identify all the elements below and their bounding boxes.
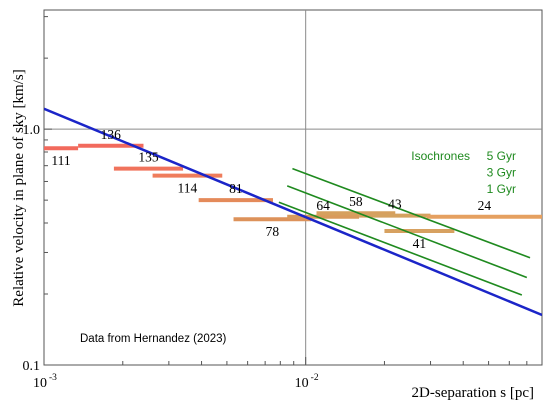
data-label: 64 <box>316 198 330 213</box>
isochrone-line <box>278 201 523 296</box>
data-segments <box>44 143 542 233</box>
y-axis-label: Relative velocity in plane of sky [km/s] <box>11 69 27 306</box>
data-label: 111 <box>51 153 70 168</box>
data-label: 24 <box>478 198 492 213</box>
legend-entry: 1 Gyr <box>487 182 516 196</box>
model-line <box>44 107 542 317</box>
isochrone-line <box>292 167 531 259</box>
legend-entry: 5 Gyr <box>487 149 516 163</box>
x-tick-label: 10 <box>33 376 47 391</box>
model-lines <box>44 107 542 317</box>
data-label: 58 <box>349 194 363 209</box>
data-label: 135 <box>138 150 159 165</box>
y-tick-label: 0.1 <box>23 359 41 374</box>
data-label: 43 <box>388 197 402 212</box>
data-label: 41 <box>413 236 427 251</box>
legend-entry: 3 Gyr <box>487 166 516 180</box>
isochrone-legend: Isochrones 5 Gyr 3 Gyr 1 Gyr <box>411 149 516 196</box>
x-tick-exponent: -3 <box>49 373 57 383</box>
isochrone-line <box>286 185 528 279</box>
legend-title: Isochrones <box>411 149 470 163</box>
data-label: 136 <box>101 127 122 142</box>
data-label: 81 <box>229 181 243 196</box>
axis-ticks: 10 -3 10 -20.11.0 <box>23 16 543 391</box>
annotation-text: Data from Hernandez (2023) <box>80 333 227 345</box>
plot-frame <box>43 9 543 366</box>
x-tick-exponent: -2 <box>311 373 319 383</box>
data-labels: 111 136 135 114 81 78 64 58 43 41 24 <box>51 127 491 251</box>
x-axis-label: 2D-separation s [pc] <box>412 385 534 401</box>
data-label: 114 <box>178 181 198 196</box>
y-tick-label: 1.0 <box>23 123 41 138</box>
x-tick-label: 10 <box>295 376 309 391</box>
grid-lines <box>44 10 542 365</box>
data-label: 78 <box>266 224 280 239</box>
